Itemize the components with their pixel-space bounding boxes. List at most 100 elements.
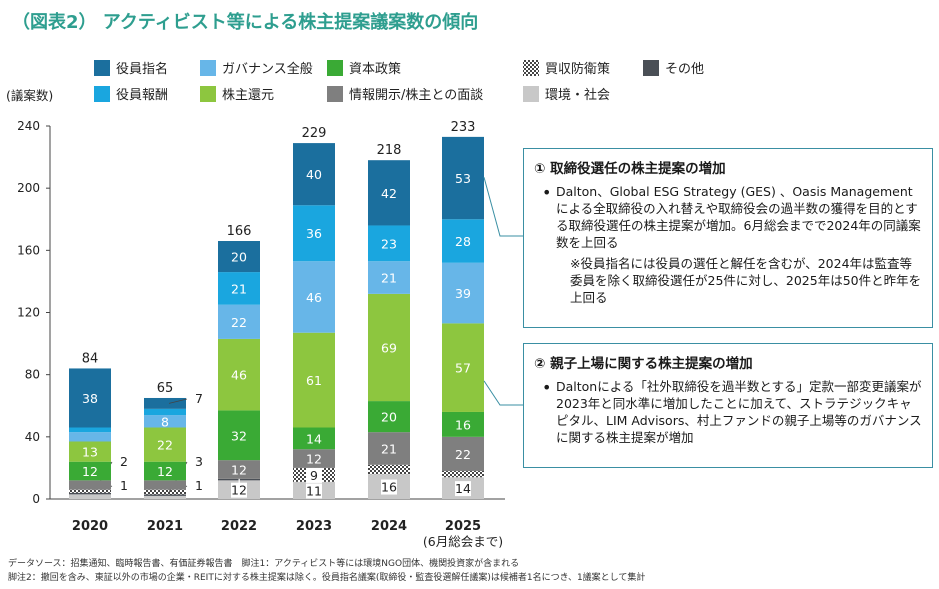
- legend-label: 環境・社会: [545, 87, 610, 103]
- value-label-bg: [306, 467, 322, 483]
- bar-segment: [69, 480, 111, 490]
- x-axis: 2020 2021 2022 2023 2024 2025(6月総会まで): [72, 519, 503, 549]
- y-tick-label: 40: [25, 430, 40, 444]
- x-tick-sublabel: (6月総会まで): [423, 534, 503, 549]
- bar-segment: [218, 338, 260, 411]
- legend-swatch: [643, 60, 659, 76]
- bar-value-label: 21: [381, 271, 397, 286]
- bar-segment: [144, 495, 186, 499]
- bar-value-label: 1: [195, 478, 203, 493]
- bar-segment: [442, 471, 484, 478]
- callout-1-title: ① 取締役選任の株主提案の増加: [534, 161, 726, 177]
- callout-1-bullet: •: [542, 183, 552, 202]
- bar-segment: [144, 489, 186, 495]
- bar-segment: [69, 461, 111, 481]
- legend-swatch: [327, 86, 343, 102]
- bar-value-label: 9: [310, 468, 318, 483]
- bar-value-label: 53: [455, 171, 471, 186]
- x-tick-label: 2021: [147, 519, 183, 534]
- legend-label: 資本政策: [349, 61, 401, 77]
- y-tick-label: 80: [25, 368, 40, 382]
- legend-label: 株主還元: [222, 88, 274, 103]
- bar-segment: [69, 441, 111, 462]
- bar-value-label: 12: [306, 452, 322, 467]
- footnote-1: データソース：招集通知、臨時報告書、有価証券報告書 脚注1：アクティビスト等には…: [8, 559, 520, 569]
- bar-segment: [144, 427, 186, 462]
- bar-value-label: 39: [455, 286, 471, 301]
- legend-swatch: [200, 86, 216, 102]
- callout-1-text: Dalton、Global ESG Strategy (GES) 、Oasis …: [556, 184, 921, 250]
- bar-segment: [69, 492, 111, 495]
- bar-value-label: 20: [381, 410, 397, 425]
- bar-segment: [368, 225, 410, 262]
- legend-label: 情報開示/株主との面談: [349, 87, 483, 103]
- bar-segment: [293, 261, 335, 333]
- bar-value-label: 22: [157, 438, 173, 453]
- y-tick-label: 200: [17, 181, 40, 195]
- bar-value-label: 46: [231, 368, 247, 383]
- bar-total-label: 166: [227, 224, 252, 239]
- legend-swatch: [327, 60, 343, 76]
- bar-value-label: 14: [455, 481, 471, 496]
- legend-label: その他: [665, 62, 704, 77]
- bar-value-label: 40: [306, 167, 322, 182]
- bar-segment: [218, 460, 260, 479]
- callout-2-text: Daltonによる「社外取締役を過半数とする」定款一部変更議案が2023年と同水…: [556, 379, 922, 445]
- value-label-bg: [306, 483, 322, 499]
- y-tick-label: 0: [32, 492, 40, 506]
- x-tick-label: 2020: [72, 519, 108, 534]
- bar-segment: [368, 160, 410, 226]
- bar-segment: [368, 293, 410, 402]
- x-tick-label: 2024: [371, 519, 407, 534]
- bar-segment: [442, 136, 484, 220]
- bar-segment: [368, 261, 410, 294]
- bar-segment: [144, 415, 186, 428]
- value-label-bg: [381, 479, 397, 495]
- bar-value-label: 23: [381, 236, 397, 251]
- bar-value-label: 7: [195, 391, 203, 406]
- bar-segment: [293, 427, 335, 450]
- legend-swatch: [94, 86, 110, 102]
- legend-label: 買収防衛策: [545, 61, 610, 77]
- label-leader: [168, 398, 188, 404]
- bar-segment: [218, 478, 260, 481]
- y-tick-label: 240: [17, 119, 40, 133]
- x-tick-label: 2025: [445, 519, 481, 534]
- legend-swatch: [523, 86, 539, 102]
- bar-segment: [144, 397, 186, 409]
- bar-segment: [69, 432, 111, 442]
- footnote-2: 脚注2：撤回を含み、東証以外の市場の企業・REITに対する株主提案は除く。役員指…: [8, 573, 646, 583]
- bar-segment: [69, 368, 111, 428]
- value-label-bg: [231, 482, 247, 498]
- bar-total-label: 233: [451, 120, 476, 135]
- bar-value-label: 36: [306, 226, 322, 241]
- bar-segment: [144, 408, 186, 416]
- callout-2-title: ② 親子上場に関する株主提案の増加: [534, 356, 753, 372]
- bar-segment: [218, 241, 260, 273]
- bar-segment: [69, 427, 111, 433]
- legend-swatch: [200, 60, 216, 76]
- bar-total-label: 218: [377, 143, 402, 158]
- bar-value-label: 22: [455, 447, 471, 462]
- callout-box-1: ① 取締役選任の株主提案の増加 • Dalton、Global ESG Stra…: [523, 148, 933, 328]
- bar-segment: [69, 494, 111, 499]
- callout-1-connector: [483, 177, 523, 237]
- bar-value-label: 22: [231, 315, 247, 330]
- bar-total-label: 65: [157, 381, 174, 396]
- bar-segment: [442, 323, 484, 412]
- bar-value-label: 46: [306, 290, 322, 305]
- bar-total-label: 84: [82, 351, 99, 366]
- bar-segment: [218, 410, 260, 461]
- bar-value-label: 1: [120, 478, 128, 493]
- bar-value-label: 16: [455, 417, 471, 432]
- legend-label: 役員指名: [116, 61, 168, 77]
- bar-segment: [442, 262, 484, 324]
- bar-value-label: 61: [306, 373, 322, 388]
- bar-value-label: 3: [195, 454, 203, 469]
- bar-total-label: 229: [302, 126, 327, 141]
- bar-value-label: 14: [306, 431, 322, 446]
- bar-segment: [293, 332, 335, 428]
- bar-value-label: 16: [381, 480, 397, 495]
- bar-value-label: 12: [157, 464, 173, 479]
